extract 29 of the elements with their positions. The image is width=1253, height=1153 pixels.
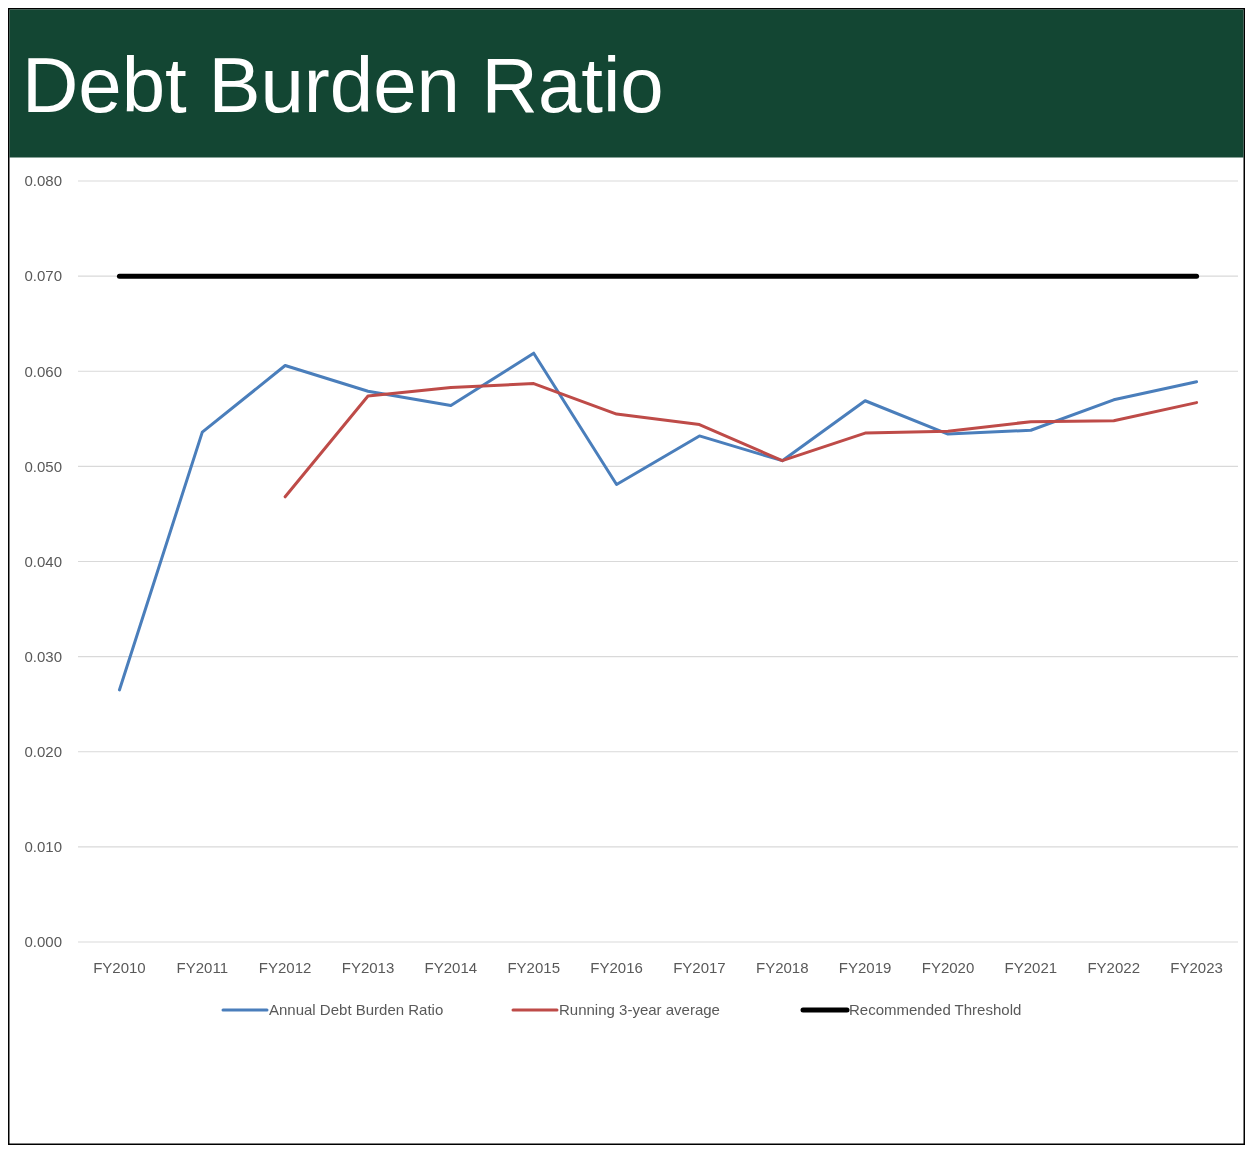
x-tick-label: FY2020 bbox=[921, 959, 975, 976]
x-tick-label: FY2021 bbox=[1004, 959, 1058, 976]
line-series bbox=[283, 382, 1199, 499]
y-tick-label: 0.010 bbox=[24, 838, 62, 856]
y-tick-label: 0.000 bbox=[24, 933, 62, 951]
y-tick-label: 0.080 bbox=[24, 172, 62, 190]
line-series bbox=[117, 351, 1199, 692]
x-tick-label: FY2010 bbox=[93, 959, 146, 976]
x-tick-label: FY2012 bbox=[258, 959, 312, 976]
x-tick-label: FY2023 bbox=[1170, 959, 1223, 976]
x-tick-label: FY2013 bbox=[341, 959, 395, 976]
y-tick-label: 0.020 bbox=[24, 743, 62, 760]
y-tick-label: 0.060 bbox=[24, 362, 62, 380]
x-tick-label: FY2017 bbox=[673, 959, 726, 976]
x-tick-label: FY2015 bbox=[507, 959, 560, 976]
x-tick-label: FY2014 bbox=[424, 959, 478, 976]
y-tick-label: 0.040 bbox=[24, 552, 62, 570]
x-tick-label: FY2022 bbox=[1087, 959, 1140, 976]
y-tick-label: 0.070 bbox=[24, 267, 62, 285]
x-tick-label: FY2011 bbox=[176, 959, 228, 976]
y-tick-label: 0.050 bbox=[24, 457, 62, 475]
legend-label: Recommended Threshold bbox=[849, 1001, 1022, 1019]
y-tick-label: 0.030 bbox=[24, 647, 62, 665]
legend-label: Annual Debt Burden Ratio bbox=[269, 1001, 444, 1019]
x-tick-label: FY2018 bbox=[756, 959, 809, 976]
x-tick-label: FY2019 bbox=[838, 959, 892, 976]
legend-label: Running 3-year average bbox=[559, 1001, 720, 1019]
chart-title: Debt Burden Ratio bbox=[22, 41, 664, 129]
x-tick-label: FY2016 bbox=[590, 959, 643, 976]
